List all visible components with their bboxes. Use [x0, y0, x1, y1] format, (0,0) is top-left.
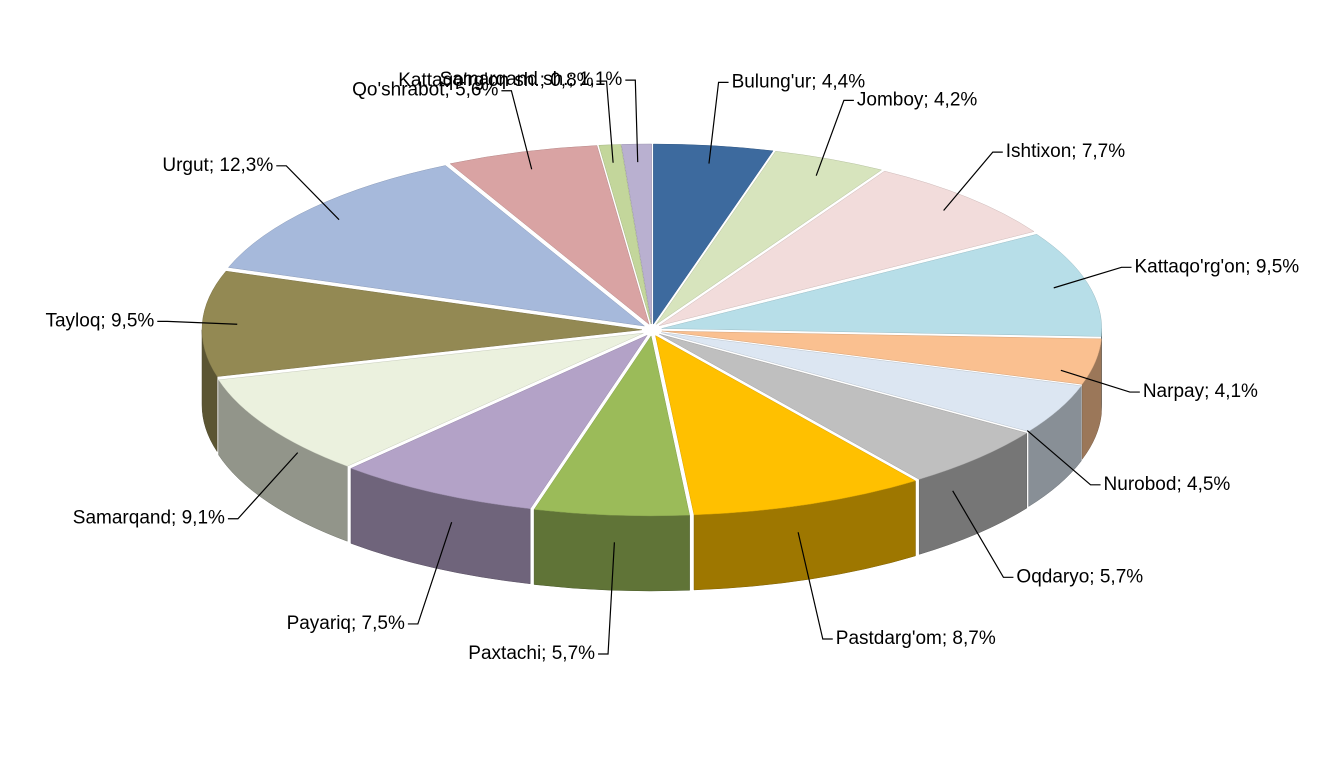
slice: [533, 335, 690, 517]
data-label: Qo'shrabot; 5,6%: [352, 80, 498, 101]
label-separator: ;: [540, 70, 551, 91]
label-category: Narpay: [1143, 381, 1205, 402]
label-category: Samarqand: [73, 508, 171, 529]
slice: [658, 170, 1035, 326]
label-value: 7,7%: [1082, 141, 1125, 162]
label-value: 4,1%: [1215, 381, 1258, 402]
label-value: 9,5%: [1256, 256, 1299, 277]
data-label: Pastdarg'om; 8,7%: [836, 628, 996, 649]
label-value: 4,4%: [822, 71, 865, 92]
label-value: 4,5%: [1187, 474, 1230, 495]
data-label: Ishtixon; 7,7%: [1006, 141, 1125, 162]
label-category: Kattaqo'rg'on: [1135, 256, 1246, 277]
label-category: Ishtixon: [1006, 141, 1071, 162]
label-separator: ;: [445, 80, 456, 101]
label-value: 4,2%: [934, 89, 977, 110]
data-label: Oqdaryo; 5,7%: [1016, 566, 1143, 587]
leader-line: [1060, 369, 1140, 393]
slice: [653, 143, 774, 325]
leader-line: [227, 452, 299, 520]
label-category: Paxtachi: [468, 643, 541, 664]
slice: [659, 333, 1028, 480]
data-label: Bulung'ur; 4,4%: [732, 71, 866, 92]
slice: [201, 270, 643, 377]
label-value: 9,1%: [182, 508, 225, 529]
data-label: Kattaqo'rg'on sh.; 0,8%: [398, 70, 593, 91]
label-category: Oqdaryo: [1016, 566, 1089, 587]
label-category: Payariq: [287, 613, 351, 634]
leader-line: [952, 490, 1014, 578]
label-value: 1,1%: [579, 69, 622, 90]
leader-line: [157, 320, 238, 325]
leader-line: [276, 165, 340, 221]
leader-line: [407, 521, 453, 625]
data-label: Urgut; 12,3%: [162, 155, 273, 176]
slice: [655, 335, 917, 516]
slice: [621, 143, 652, 325]
data-label: Kattaqo'rg'on; 9,5%: [1135, 256, 1300, 277]
data-label: Paxtachi; 5,7%: [468, 643, 595, 664]
leader-line: [943, 151, 1003, 211]
label-value: 5,7%: [552, 643, 595, 664]
leader-line: [797, 532, 833, 640]
label-value: 5,6%: [455, 80, 498, 101]
slice: [598, 144, 652, 325]
slice: [449, 145, 650, 325]
label-category: Jomboy: [857, 89, 924, 110]
label-separator: ;: [100, 310, 111, 331]
data-label: Tayloq; 9,5%: [45, 310, 154, 331]
label-category: Nurobod: [1104, 474, 1177, 495]
data-label: Narpay; 4,1%: [1143, 381, 1258, 402]
label-category: Qo'shrabot: [352, 80, 445, 101]
label-separator: ;: [1176, 474, 1187, 495]
label-category: Pastdarg'om: [836, 628, 942, 649]
label-separator: ;: [1089, 566, 1100, 587]
slice: [655, 151, 883, 325]
label-value: 8,7%: [952, 628, 995, 649]
label-value: 12,3%: [219, 155, 273, 176]
label-category: Urgut: [162, 155, 209, 176]
slice: [661, 234, 1102, 337]
leader-line: [501, 90, 533, 170]
label-separator: ;: [568, 69, 579, 90]
label-separator: ;: [942, 628, 953, 649]
label-category: Bulung'ur: [732, 71, 812, 92]
data-label: Samarqand; 9,1%: [73, 508, 225, 529]
label-category: Kattaqo'rg'on sh.: [398, 70, 539, 91]
label-separator: ;: [811, 71, 822, 92]
label-value: 0,8%: [550, 70, 593, 91]
label-value: 5,7%: [1100, 566, 1143, 587]
slice: [227, 165, 646, 327]
label-separator: ;: [541, 643, 552, 664]
label-category: Samarqand sh.: [440, 69, 569, 90]
slice: [661, 330, 1102, 385]
label-separator: ;: [1204, 381, 1215, 402]
slice: [350, 334, 648, 510]
label-value: 9,5%: [111, 310, 154, 331]
label-separator: ;: [209, 155, 220, 176]
leader-line: [625, 79, 639, 163]
leader-line: [815, 99, 854, 176]
label-separator: ;: [1245, 256, 1256, 277]
data-label: Nurobod; 4,5%: [1104, 474, 1231, 495]
label-separator: ;: [171, 508, 182, 529]
data-label: Payariq; 7,5%: [287, 613, 405, 634]
label-value: 7,5%: [362, 613, 405, 634]
label-separator: ;: [351, 613, 362, 634]
label-separator: ;: [1071, 141, 1082, 162]
slice: [218, 332, 644, 467]
leader-line: [1053, 266, 1132, 289]
leader-line: [598, 542, 615, 655]
leader-line: [596, 80, 614, 163]
data-label: Jomboy; 4,2%: [857, 89, 978, 110]
leader-line: [1026, 430, 1101, 486]
label-category: Tayloq: [45, 310, 100, 331]
data-label: Samarqand sh.; 1,1%: [440, 69, 623, 90]
label-separator: ;: [923, 89, 934, 110]
leader-line: [708, 81, 729, 164]
